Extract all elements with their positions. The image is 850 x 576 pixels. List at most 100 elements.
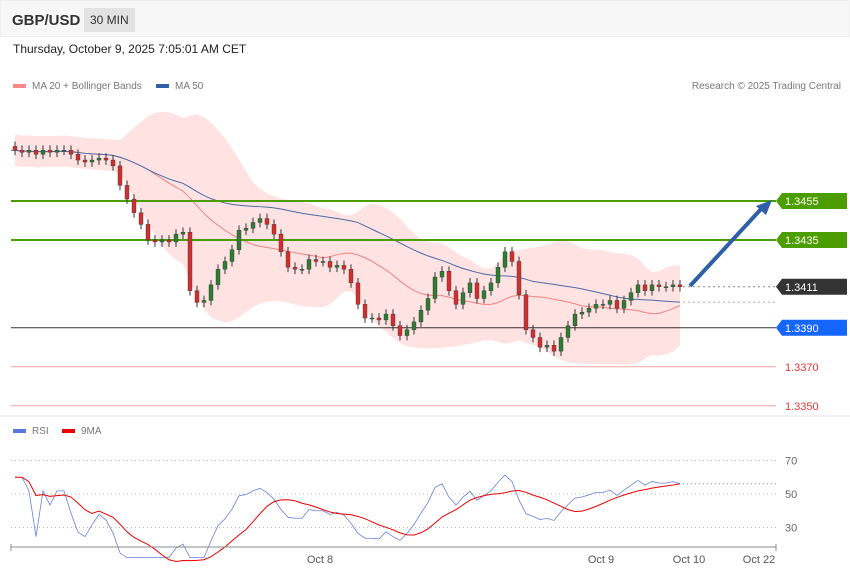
rsi-tick-label: 30 [785,523,797,535]
candle [222,261,228,270]
datetime: Thursday, October 9, 2025 7:05:01 AM CET [13,42,247,56]
candle [607,300,613,305]
candle [383,313,389,321]
legend-rsi-ma: 9MA [62,426,102,437]
legend-ma20: MA 20 + Bollinger Bands [13,81,142,92]
credit: Research © 2025 Trading Central [691,81,841,92]
candle [103,157,109,161]
candle [264,218,270,225]
candle [516,261,522,295]
candle [19,150,25,153]
candle [509,251,515,262]
candle [89,159,95,163]
candle [488,282,494,291]
candle [579,311,585,315]
x-tick-label: Oct 22 [743,554,775,566]
candle [173,233,179,243]
candle [292,267,298,270]
candle [677,284,683,288]
candle [621,300,627,309]
symbol-title: GBP/USD [12,12,81,29]
candle [474,282,480,299]
candle [495,267,501,284]
candle [362,304,368,319]
level-tag [776,319,847,336]
candle [187,231,193,291]
level-label: 1.3370 [785,362,819,374]
candle [586,308,592,313]
candle [334,265,340,268]
candle [565,325,571,338]
candle [544,345,550,348]
legend-rsi: RSI [13,426,49,437]
candle [369,317,375,320]
candle [600,304,606,306]
level-label: 1.3390 [785,323,819,335]
candle [61,150,67,152]
candle [271,224,277,235]
candle [201,300,207,303]
timeframe-button[interactable]: 30 MIN [84,8,135,32]
candle [152,239,158,243]
candle [47,150,53,153]
level-label: 1.3411 [785,282,818,294]
candle [82,159,88,163]
candle [75,153,81,161]
candle [649,284,655,291]
candle [40,150,46,155]
candle [320,261,326,263]
candle [12,146,18,151]
candle [243,228,249,231]
candle [614,300,620,309]
candle [54,150,60,153]
candle [348,269,354,284]
candle [404,329,410,336]
candle [551,345,557,352]
target-arrow [688,206,764,288]
candle [285,251,291,268]
level-label: 1.3455 [785,196,819,208]
candle [306,259,312,270]
rsi-tick-label: 70 [785,456,797,468]
candle [159,239,165,243]
rsi-tick-label: 50 [785,489,797,501]
level-label: 1.3435 [785,235,819,247]
level-tag [776,278,847,295]
legend-ma50: MA 50 [156,81,203,92]
candle [397,325,403,336]
ma50-line [11,149,681,303]
candle [537,337,543,348]
candle [124,185,130,200]
rsi-ma-line [15,476,681,562]
candle [411,321,417,330]
candle [313,259,319,262]
candle [229,249,235,262]
level-label: 1.3350 [785,401,819,413]
candle [523,294,529,330]
candle [635,284,641,293]
candle [327,261,333,268]
candle [502,251,508,268]
rsi-line [15,474,681,559]
candle [425,298,431,311]
candle [96,157,102,161]
candle [257,218,263,223]
x-tick-label: Oct 9 [588,554,614,566]
candle [208,284,214,301]
candle [572,313,578,327]
candle [180,231,186,235]
header: GBP/USD 30 MIN [0,0,850,37]
level-tag [776,193,847,209]
level-tag [776,232,847,248]
x-tick-label: Oct 10 [673,554,705,566]
candle [166,239,172,243]
candle [278,233,284,252]
candle [194,290,200,303]
candle [628,292,634,301]
x-tick-label: Oct 8 [307,554,333,566]
candle [460,292,466,305]
candle [656,284,662,288]
target-arrowhead [756,200,772,215]
candle [453,290,459,305]
